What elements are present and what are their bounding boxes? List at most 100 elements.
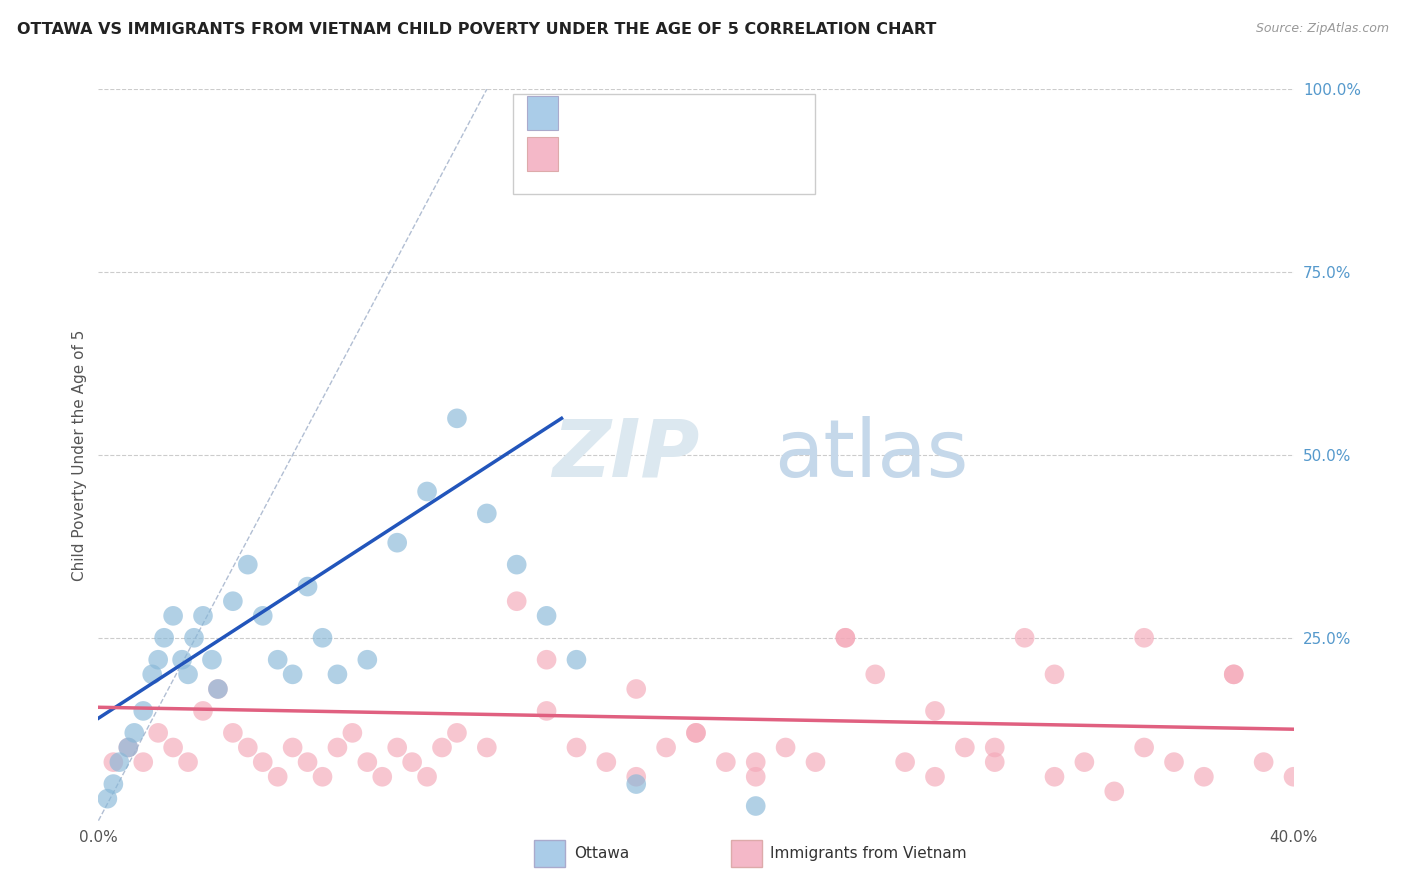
Point [172,653,194,667]
Point [804,755,827,769]
Text: atlas: atlas [773,416,967,494]
Point [207,681,229,696]
Point [506,594,529,608]
Text: Source: ZipAtlas.com: Source: ZipAtlas.com [1256,22,1389,36]
Text: 0.590: 0.590 [609,104,657,122]
Point [1133,631,1156,645]
Point [714,755,737,769]
Point [267,770,290,784]
Point [183,631,205,645]
Point [267,653,290,667]
Text: ZIP: ZIP [553,416,700,494]
Point [984,740,1007,755]
Point [132,704,155,718]
Point [385,740,409,755]
Point [326,740,349,755]
Point [924,770,946,784]
Point [834,631,856,645]
Point [1223,667,1246,681]
Point [326,667,349,681]
Point [162,740,184,755]
Point [297,755,319,769]
Point [626,770,648,784]
Point [401,755,423,769]
Text: N =: N = [668,104,716,122]
Point [207,681,229,696]
Point [252,608,274,623]
Point [191,704,214,718]
Point [148,726,170,740]
Point [953,740,976,755]
Point [506,558,529,572]
Point [191,608,214,623]
Point [132,755,155,769]
Point [475,507,498,521]
Point [222,726,245,740]
Point [865,667,887,681]
Point [297,580,319,594]
Point [894,755,917,769]
Point [446,411,468,425]
Point [103,777,125,791]
Point [311,770,333,784]
Point [1192,770,1215,784]
Point [1104,784,1126,798]
Point [236,558,259,572]
Point [177,755,200,769]
Point [117,740,139,755]
Point [626,681,648,696]
Point [371,770,394,784]
Point [356,653,378,667]
Point [1043,667,1066,681]
Point [342,726,364,740]
Text: 62: 62 [727,145,748,163]
Point [565,740,588,755]
Point [108,755,131,769]
Text: N =: N = [675,145,723,163]
Point [565,653,588,667]
Text: Immigrants from Vietnam: Immigrants from Vietnam [770,847,967,861]
Point [775,740,797,755]
Text: 34: 34 [721,104,742,122]
Point [685,726,707,740]
Point [1163,755,1185,769]
Point [1073,755,1095,769]
Point [685,726,707,740]
Point [1223,667,1246,681]
Point [1014,631,1036,645]
Point [1043,770,1066,784]
Point [626,777,648,791]
Point [984,755,1007,769]
Point [148,653,170,667]
Point [236,740,259,755]
Point [177,667,200,681]
Y-axis label: Child Poverty Under the Age of 5: Child Poverty Under the Age of 5 [72,329,87,581]
Point [201,653,224,667]
Point [416,770,439,784]
Point [536,608,558,623]
Point [385,535,409,549]
Point [1253,755,1275,769]
Point [124,726,146,740]
Point [655,740,678,755]
Point [745,755,768,769]
Point [745,770,768,784]
Point [745,799,768,814]
Point [1133,740,1156,755]
Point [222,594,245,608]
Point [1282,770,1305,784]
Point [924,704,946,718]
Text: -0.073: -0.073 [609,145,662,163]
Point [141,667,163,681]
Text: Ottawa: Ottawa [574,847,628,861]
Point [430,740,453,755]
Point [281,667,304,681]
Point [446,726,468,740]
Point [356,755,378,769]
Point [311,631,333,645]
Point [834,631,856,645]
Point [475,740,498,755]
Point [536,653,558,667]
Point [162,608,184,623]
Point [536,704,558,718]
